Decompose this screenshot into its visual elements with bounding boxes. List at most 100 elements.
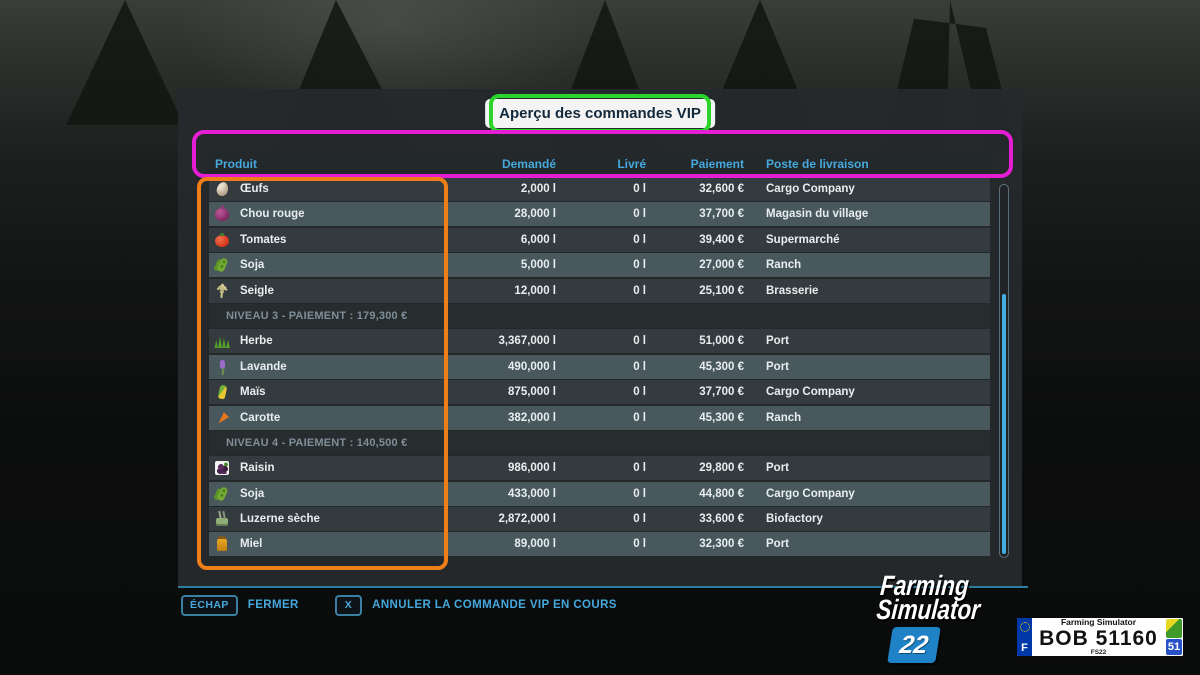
product-name: Maïs [240, 386, 266, 399]
payment-cell: 32,600 € [699, 183, 744, 195]
delivered-cell: 0 l [633, 233, 646, 246]
delivered-cell: 0 l [633, 183, 646, 195]
table-row[interactable]: Soja 433,000 l 0 l 44,800 € Cargo Company [209, 481, 990, 506]
station-cell: Cargo Company [766, 386, 855, 399]
demanded-cell: 6,000 l [520, 233, 556, 246]
delivered-cell: 0 l [633, 386, 646, 399]
station-cell: Biofactory [766, 513, 823, 526]
product-name: Chou rouge [240, 208, 305, 221]
product-name: Luzerne sèche [240, 513, 320, 526]
product-cell: Œufs [209, 180, 469, 198]
table-scrollbar[interactable] [999, 184, 1009, 558]
plate-center: Farming Simulator BOB 51160 FS22 [1032, 618, 1165, 656]
product-cell: Seigle [209, 283, 469, 299]
demanded-cell: 490,000 l [508, 360, 556, 373]
demanded-cell: 433,000 l [508, 487, 556, 500]
product-cell: Lavande [209, 359, 469, 375]
delivered-cell: 0 l [633, 208, 646, 221]
station-cell: Port [766, 538, 789, 551]
product-name: Seigle [240, 284, 274, 297]
station-cell: Port [766, 335, 789, 348]
product-cell: Maïs [209, 384, 469, 400]
product-cell: Soja [209, 257, 469, 273]
close-button[interactable]: FERMER [247, 599, 299, 612]
table-row[interactable]: Tomates 6,000 l 0 l 39,400 € Supermarché [209, 227, 990, 252]
table-row[interactable]: Raisin 986,000 l 0 l 29,800 € Port [209, 456, 990, 481]
product-name: Tomates [240, 233, 287, 246]
logo-text-line2: Simulator [875, 594, 982, 625]
scrollbar-thumb[interactable] [1001, 294, 1006, 554]
station-cell: Ranch [766, 259, 802, 272]
payment-cell: 44,800 € [699, 487, 744, 500]
table-row[interactable]: Lavande 490,000 l 0 l 45,300 € Port [209, 354, 990, 379]
product-name: Carotte [240, 411, 281, 424]
table-row[interactable]: Miel 89,000 l 0 l 32,300 € Port [209, 532, 990, 557]
tier-section-label: NIVEAU 4 - PAIEMENT : 140,500 € [226, 436, 408, 449]
x-keycap[interactable]: X [334, 595, 363, 616]
delivered-cell: 0 l [633, 335, 646, 348]
payment-cell: 45,300 € [699, 411, 744, 424]
product-name: Soja [240, 259, 265, 272]
department-number: 51 [1166, 639, 1182, 655]
table-row[interactable]: Carotte 382,000 l 0 l 45,300 € Ranch [209, 405, 990, 430]
delivered-cell: 0 l [633, 360, 646, 373]
product-name: Miel [240, 538, 263, 551]
table-row[interactable]: Soja 5,000 l 0 l 27,000 € Ranch [209, 253, 990, 278]
table-row[interactable]: Herbe 3,367,000 l 0 l 51,000 € Port [209, 329, 990, 354]
product-cell: Raisin [209, 460, 469, 476]
station-cell: Port [766, 360, 789, 373]
table-row[interactable]: Chou rouge 28,000 l 0 l 37,700 € Magasin du … [209, 202, 990, 227]
delivered-cell: 0 l [633, 259, 646, 272]
product-cell: Chou rouge [209, 205, 469, 222]
plate-department-strip: 51 [1165, 618, 1183, 656]
product-name: Lavande [240, 360, 287, 373]
column-header-product: Produit [215, 156, 257, 171]
table-row[interactable]: Œufs 2,000 l 0 l 32,600 € Cargo Company [209, 177, 990, 201]
station-cell: Cargo Company [766, 487, 855, 500]
table-row[interactable]: Seigle 12,000 l 0 l 25,100 € Brasserie [209, 278, 990, 303]
payment-cell: 39,400 € [699, 233, 744, 246]
demanded-cell: 382,000 l [508, 411, 556, 424]
delivered-cell: 0 l [633, 487, 646, 500]
tier-section-row: NIVEAU 4 - PAIEMENT : 140,500 € [209, 430, 990, 455]
footer-divider [178, 586, 1028, 588]
column-header-delivered: Livré [617, 156, 646, 171]
payment-cell: 37,700 € [699, 386, 744, 399]
product-cell: Luzerne sèche [209, 511, 469, 527]
table-row[interactable]: Luzerne sèche 2,872,000 l 0 l 33,600 € Biofa… [209, 507, 990, 532]
station-cell: Port [766, 462, 789, 475]
demanded-cell: 2,872,000 l [498, 513, 556, 526]
payment-cell: 27,000 € [699, 259, 744, 272]
product-name: Herbe [240, 335, 273, 348]
orders-table-body: Œufs 2,000 l 0 l 32,600 € Cargo Company Chou … [209, 177, 990, 558]
footer-bar: ÉCHAP FERMER X ANNULER LA COMMANDE VIP E… [181, 595, 617, 616]
demanded-cell: 5,000 l [520, 259, 556, 272]
product-name: Raisin [240, 462, 275, 475]
red-cabbage-icon [214, 205, 230, 222]
plate-sub-text: FS22 [1090, 648, 1107, 656]
station-cell: Supermarché [766, 233, 840, 246]
demanded-cell: 28,000 l [514, 208, 556, 221]
column-header-demanded: Demandé [501, 156, 556, 171]
orders-table-header: Produit Demandé Livré Paiement Poste de … [209, 150, 990, 177]
honey-icon [214, 536, 230, 552]
delivered-cell: 0 l [633, 513, 646, 526]
egg-icon [214, 180, 230, 198]
product-cell: Carotte [209, 410, 469, 426]
payment-cell: 33,600 € [699, 513, 744, 526]
table-row[interactable]: Maïs 875,000 l 0 l 37,700 € Cargo Company [209, 380, 990, 405]
tomato-icon [214, 232, 230, 248]
tree-silhouette [66, 0, 184, 125]
escape-keycap[interactable]: ÉCHAP [181, 595, 238, 616]
station-cell: Magasin du village [766, 208, 869, 221]
license-plate: F Farming Simulator BOB 51160 FS22 51 [1015, 616, 1185, 658]
product-cell: Herbe [209, 333, 469, 349]
payment-cell: 29,800 € [699, 462, 744, 475]
column-header-station: Poste de livraison [766, 156, 869, 171]
tier-section-row: NIVEAU 3 - PAIEMENT : 179,300 € [209, 303, 990, 328]
rye-icon [214, 283, 230, 299]
eu-stars-icon [1019, 622, 1030, 632]
cancel-vip-order-button[interactable]: ANNULER LA COMMANDE VIP EN COURS [372, 599, 617, 612]
payment-cell: 25,100 € [699, 284, 744, 297]
